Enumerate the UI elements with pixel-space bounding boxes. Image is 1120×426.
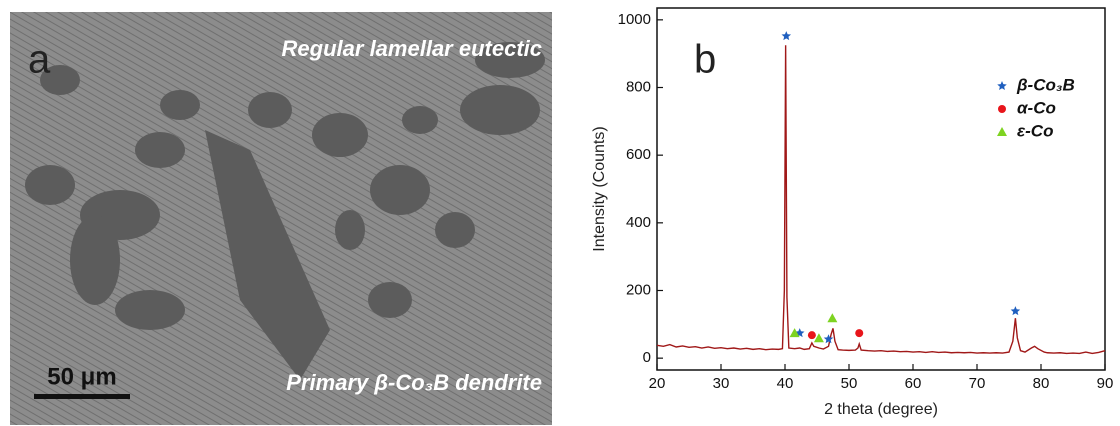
x-tick-label: 80 xyxy=(1033,375,1050,392)
x-tick-label: 60 xyxy=(905,375,922,392)
y-axis-title: Intensity (Counts) xyxy=(591,126,608,251)
phase-marker xyxy=(823,334,834,344)
x-axis-title: 2 theta (degree) xyxy=(824,401,938,418)
phase-marker xyxy=(781,31,792,41)
micrograph-panel: a Regular lamellar eutectic Primary β-Co… xyxy=(10,12,552,425)
y-tick-label: 0 xyxy=(643,349,651,366)
y-tick-label: 1000 xyxy=(618,11,651,28)
xrd-chart: b 2 theta (degree) Intensity (Counts) 20… xyxy=(591,7,1114,418)
phase-marker xyxy=(789,328,800,338)
dendrites xyxy=(25,42,545,380)
plot-frame xyxy=(656,7,1106,371)
phase-marker xyxy=(1010,306,1021,316)
scale-bar-label: 50 μm xyxy=(47,363,116,390)
legend-label: β-Co₃B xyxy=(1016,75,1075,94)
phase-marker xyxy=(807,331,816,340)
annotation: Primary β-Co₃B dendrite xyxy=(286,370,542,395)
phase-marker xyxy=(813,333,824,343)
phase-marker xyxy=(827,313,838,323)
y-tick-label: 800 xyxy=(626,78,651,95)
legend-label: α-Co xyxy=(1017,98,1056,117)
x-tick-label: 30 xyxy=(713,375,730,392)
panel-label: a xyxy=(28,38,51,82)
legend-symbol xyxy=(997,81,1007,91)
annotation: Regular lamellar eutectic xyxy=(282,36,542,61)
y-tick-label: 400 xyxy=(626,214,651,231)
legend-symbol xyxy=(997,127,1007,136)
legend-label: ε-Co xyxy=(1017,121,1053,140)
x-tick-label: 20 xyxy=(649,375,666,392)
y-tick-label: 600 xyxy=(626,146,651,163)
x-tick-label: 50 xyxy=(841,375,858,392)
scale-bar xyxy=(34,394,130,399)
phase-marker xyxy=(855,329,864,338)
xrd-line xyxy=(656,45,1106,355)
x-tick-label: 70 xyxy=(969,375,986,392)
x-tick-label: 90 xyxy=(1097,375,1114,392)
legend-symbol xyxy=(998,105,1006,113)
panel-label: b xyxy=(694,38,716,82)
y-tick-label: 200 xyxy=(626,281,651,298)
x-tick-label: 40 xyxy=(777,375,794,392)
